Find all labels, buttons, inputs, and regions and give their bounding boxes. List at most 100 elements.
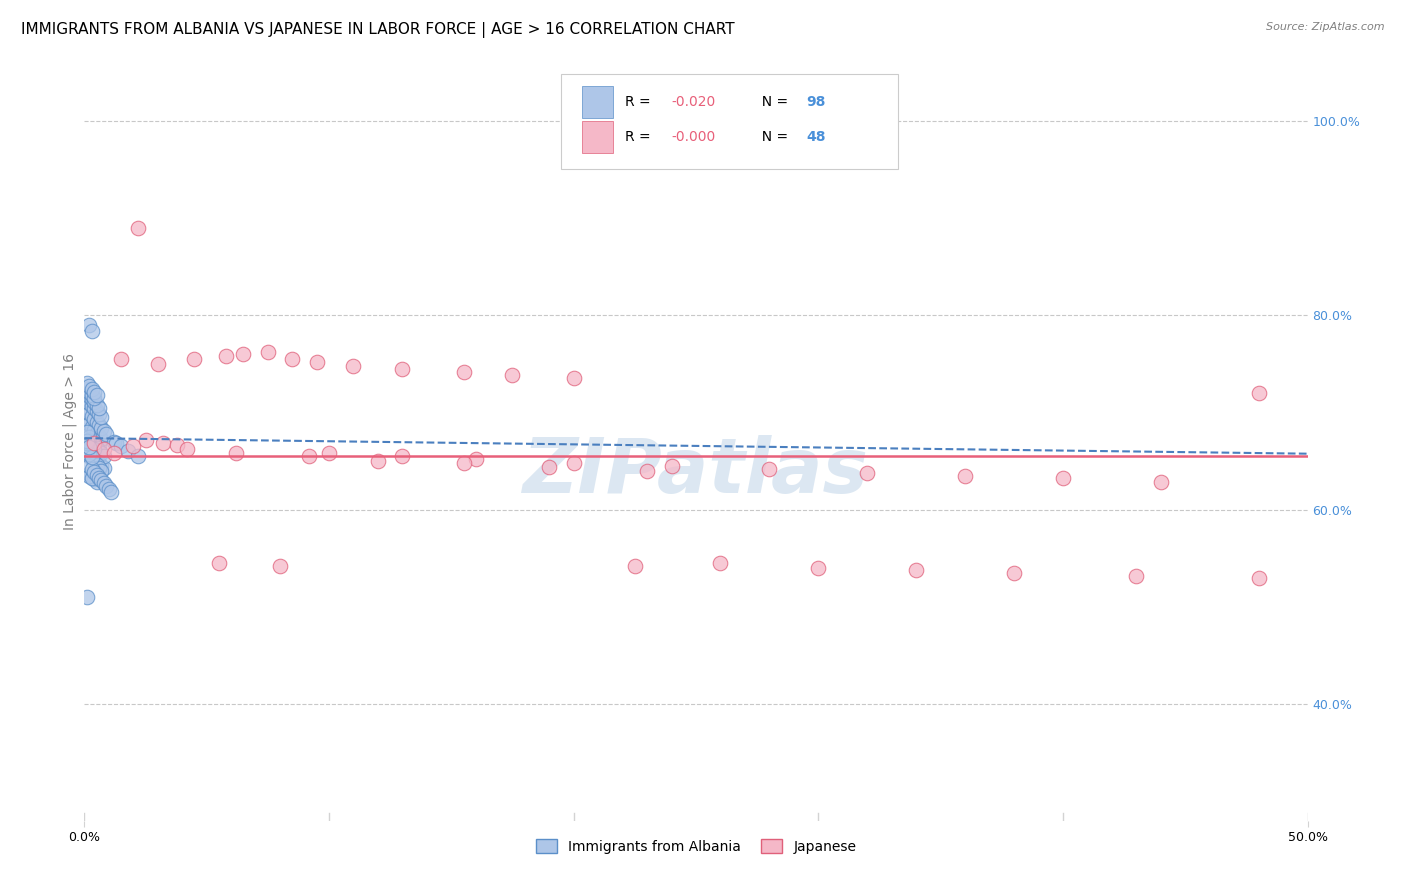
- Point: [318, 446, 340, 460]
- Point: [232, 347, 254, 361]
- Point: [87, 417, 110, 432]
- Text: 98: 98: [806, 95, 825, 109]
- Point: [281, 351, 304, 366]
- Point: [87, 439, 110, 453]
- Point: [103, 434, 125, 449]
- Point: [176, 442, 198, 457]
- Point: [97, 482, 120, 496]
- Point: [90, 432, 112, 446]
- Point: [83, 412, 105, 426]
- Point: [77, 433, 100, 447]
- Point: [76, 392, 98, 406]
- Bar: [582, 86, 613, 118]
- Point: [464, 452, 486, 467]
- Point: [83, 394, 105, 409]
- Point: [80, 471, 103, 485]
- Point: [76, 403, 98, 417]
- Point: [87, 470, 110, 484]
- Point: [76, 376, 98, 391]
- Point: [146, 357, 169, 371]
- Point: [93, 460, 115, 475]
- Point: [90, 474, 112, 488]
- Point: [83, 451, 105, 466]
- Point: [93, 424, 115, 438]
- Point: [86, 425, 108, 440]
- Point: [77, 389, 100, 403]
- Point: [225, 446, 247, 460]
- Point: [77, 449, 100, 463]
- Point: [90, 458, 112, 473]
- Text: N =: N =: [754, 95, 793, 109]
- Point: [77, 445, 100, 459]
- Point: [391, 361, 413, 376]
- Point: [76, 444, 98, 458]
- Point: [77, 438, 100, 452]
- Point: [83, 384, 105, 399]
- Point: [83, 438, 105, 452]
- Point: [80, 448, 103, 462]
- Point: [298, 449, 321, 463]
- Text: IMMIGRANTS FROM ALBANIA VS JAPANESE IN LABOR FORCE | AGE > 16 CORRELATION CHART: IMMIGRANTS FROM ALBANIA VS JAPANESE IN L…: [21, 22, 735, 38]
- Point: [83, 436, 105, 450]
- Point: [83, 465, 105, 479]
- Point: [80, 452, 103, 467]
- Point: [80, 388, 103, 402]
- Point: [77, 379, 100, 393]
- Point: [257, 345, 280, 359]
- FancyBboxPatch shape: [561, 74, 898, 169]
- Point: [117, 444, 139, 458]
- Point: [1150, 475, 1173, 490]
- Point: [80, 435, 103, 450]
- Point: [77, 430, 100, 444]
- Text: Source: ZipAtlas.com: Source: ZipAtlas.com: [1267, 22, 1385, 32]
- Point: [86, 436, 108, 450]
- Point: [80, 420, 103, 434]
- Point: [166, 438, 188, 452]
- Point: [96, 426, 118, 441]
- Point: [76, 382, 98, 396]
- Point: [110, 439, 132, 453]
- Point: [76, 413, 98, 427]
- Y-axis label: In Labor Force | Age > 16: In Labor Force | Age > 16: [63, 353, 77, 530]
- Point: [93, 476, 115, 491]
- Point: [86, 467, 108, 482]
- Point: [80, 409, 103, 424]
- Point: [856, 466, 879, 480]
- Point: [1247, 571, 1270, 585]
- Point: [77, 384, 100, 399]
- Point: [562, 371, 585, 385]
- Point: [953, 468, 976, 483]
- Point: [87, 460, 110, 475]
- Point: [624, 558, 647, 573]
- Point: [562, 456, 585, 470]
- Point: [87, 401, 110, 415]
- Point: [86, 458, 108, 472]
- Point: [502, 368, 524, 383]
- Point: [83, 423, 105, 437]
- Point: [1125, 568, 1147, 582]
- Point: [93, 442, 115, 457]
- Point: [90, 446, 112, 460]
- Point: [83, 442, 105, 457]
- Point: [77, 441, 100, 455]
- Point: [80, 430, 103, 444]
- Point: [905, 563, 928, 577]
- Point: [807, 561, 830, 575]
- Text: ZIPatlas: ZIPatlas: [523, 435, 869, 508]
- Point: [77, 458, 100, 473]
- Point: [77, 318, 100, 332]
- Point: [77, 417, 100, 431]
- Point: [80, 392, 103, 406]
- Point: [100, 485, 122, 500]
- Point: [152, 435, 174, 450]
- Point: [76, 436, 98, 450]
- Point: [77, 406, 100, 420]
- Point: [758, 462, 780, 476]
- Point: [86, 404, 108, 418]
- Point: [83, 401, 105, 416]
- Point: [453, 365, 475, 379]
- Point: [80, 324, 103, 338]
- Point: [77, 425, 100, 439]
- Point: [77, 467, 100, 481]
- Point: [77, 447, 100, 461]
